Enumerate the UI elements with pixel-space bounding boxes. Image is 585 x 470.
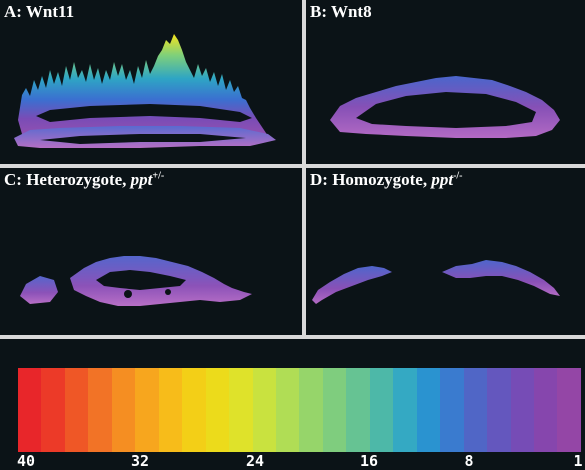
scale-tick-24: 24: [245, 452, 265, 470]
color-scale-band: [510, 368, 534, 452]
wnt11-surface-plot: [14, 34, 276, 148]
color-scale-bar: [18, 368, 581, 452]
color-scale-band: [111, 368, 136, 452]
color-scale-band: [64, 368, 89, 452]
scale-tick-1: 1: [573, 452, 583, 470]
color-scale-band: [41, 368, 65, 452]
panel-b-wnt8: B: Wnt8: [306, 0, 585, 164]
color-scale-band: [346, 368, 370, 452]
scale-tick-40: 40: [16, 452, 36, 470]
scale-tick-32: 32: [130, 452, 150, 470]
color-scale-band: [135, 368, 159, 452]
color-scale-band: [440, 368, 464, 452]
color-scale-band: [182, 368, 206, 452]
color-scale-band: [252, 368, 276, 452]
color-scale-band: [393, 368, 417, 452]
heterozygote-surface-plot: [20, 256, 252, 306]
panel-c-heterozygote: C: Heterozygote, ppt+/-: [0, 168, 302, 335]
panel-a-wnt11: A: Wnt11: [0, 0, 302, 164]
color-scale-band: [205, 368, 230, 452]
color-scale-band: [229, 368, 253, 452]
scale-tick-8: 8: [464, 452, 474, 470]
color-scale-band: [369, 368, 394, 452]
panel-c-label: C: Heterozygote, ppt+/-: [4, 170, 165, 189]
color-scale-band: [533, 368, 558, 452]
color-scale-band: [18, 368, 42, 452]
scale-tick-16: 16: [359, 452, 379, 470]
panel-a-label: A: Wnt11: [4, 2, 75, 21]
color-scale-band: [88, 368, 112, 452]
color-scale-band: [322, 368, 347, 452]
color-scale-band: [275, 368, 300, 452]
panel-d-label: D: Homozygote, ppt-/-: [310, 170, 463, 189]
color-scale-band: [416, 368, 441, 452]
color-scale-band: [557, 368, 581, 452]
scale-divider: [0, 335, 585, 339]
panel-divider-vertical: [302, 0, 306, 336]
color-scale-band: [299, 368, 323, 452]
panel-divider-horizontal: [0, 164, 585, 168]
color-scale-band: [487, 368, 511, 452]
homozygote-surface-plot: [312, 260, 560, 304]
color-scale-area: 40 32 24 16 8 1: [0, 339, 585, 470]
color-scale-band: [158, 368, 183, 452]
panel-d-homozygote: D: Homozygote, ppt-/-: [306, 168, 585, 335]
color-scale-band: [463, 368, 488, 452]
wnt8-surface-plot: [330, 76, 560, 138]
panel-b-label: B: Wnt8: [310, 2, 372, 21]
